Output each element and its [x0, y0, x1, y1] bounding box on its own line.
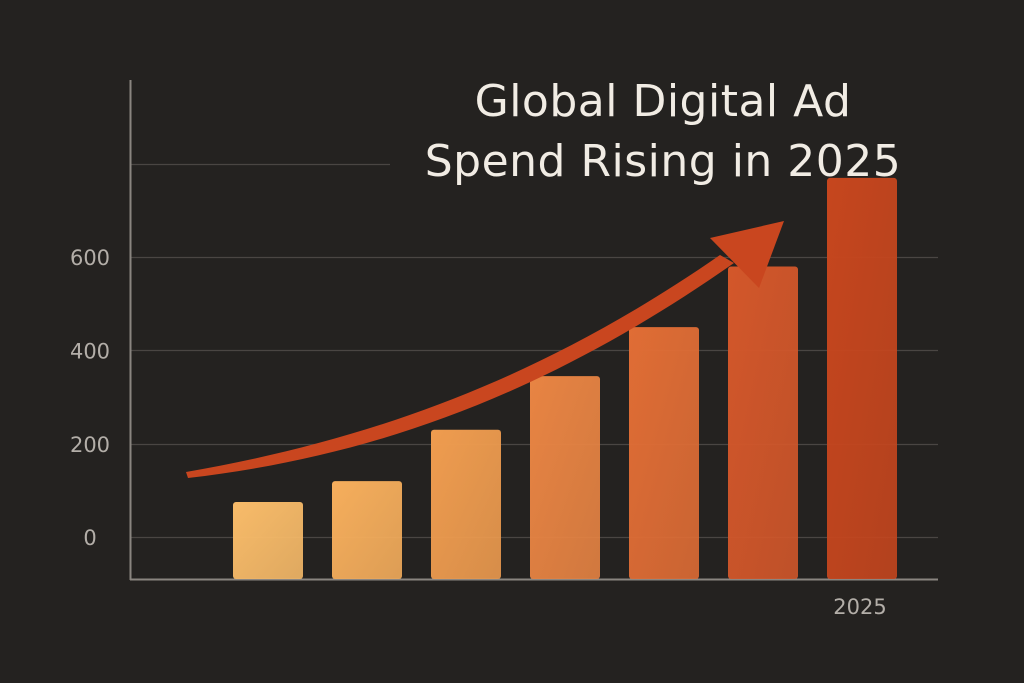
x-tick-label-2025: 2025: [833, 595, 886, 619]
bar-1: [233, 502, 303, 579]
bar-3: [431, 429, 501, 579]
trend-arrowhead: [710, 221, 784, 288]
y-tick-label-400: 400: [70, 339, 110, 363]
bar-2: [332, 481, 402, 579]
chart-title-line-2: Spend Rising in 2025: [424, 136, 902, 187]
chart-title: Global Digital Ad Spend Rising in 2025: [380, 72, 946, 192]
chart-title-line-1: Global Digital Ad: [474, 76, 852, 127]
y-tick-label-0: 0: [83, 526, 96, 550]
bar-7: [827, 177, 897, 580]
y-tick-label-200: 200: [70, 433, 110, 457]
bar-5: [629, 327, 699, 579]
y-tick-label-600: 600: [70, 246, 110, 270]
bar-4: [530, 376, 600, 579]
bar-6: [728, 266, 798, 579]
